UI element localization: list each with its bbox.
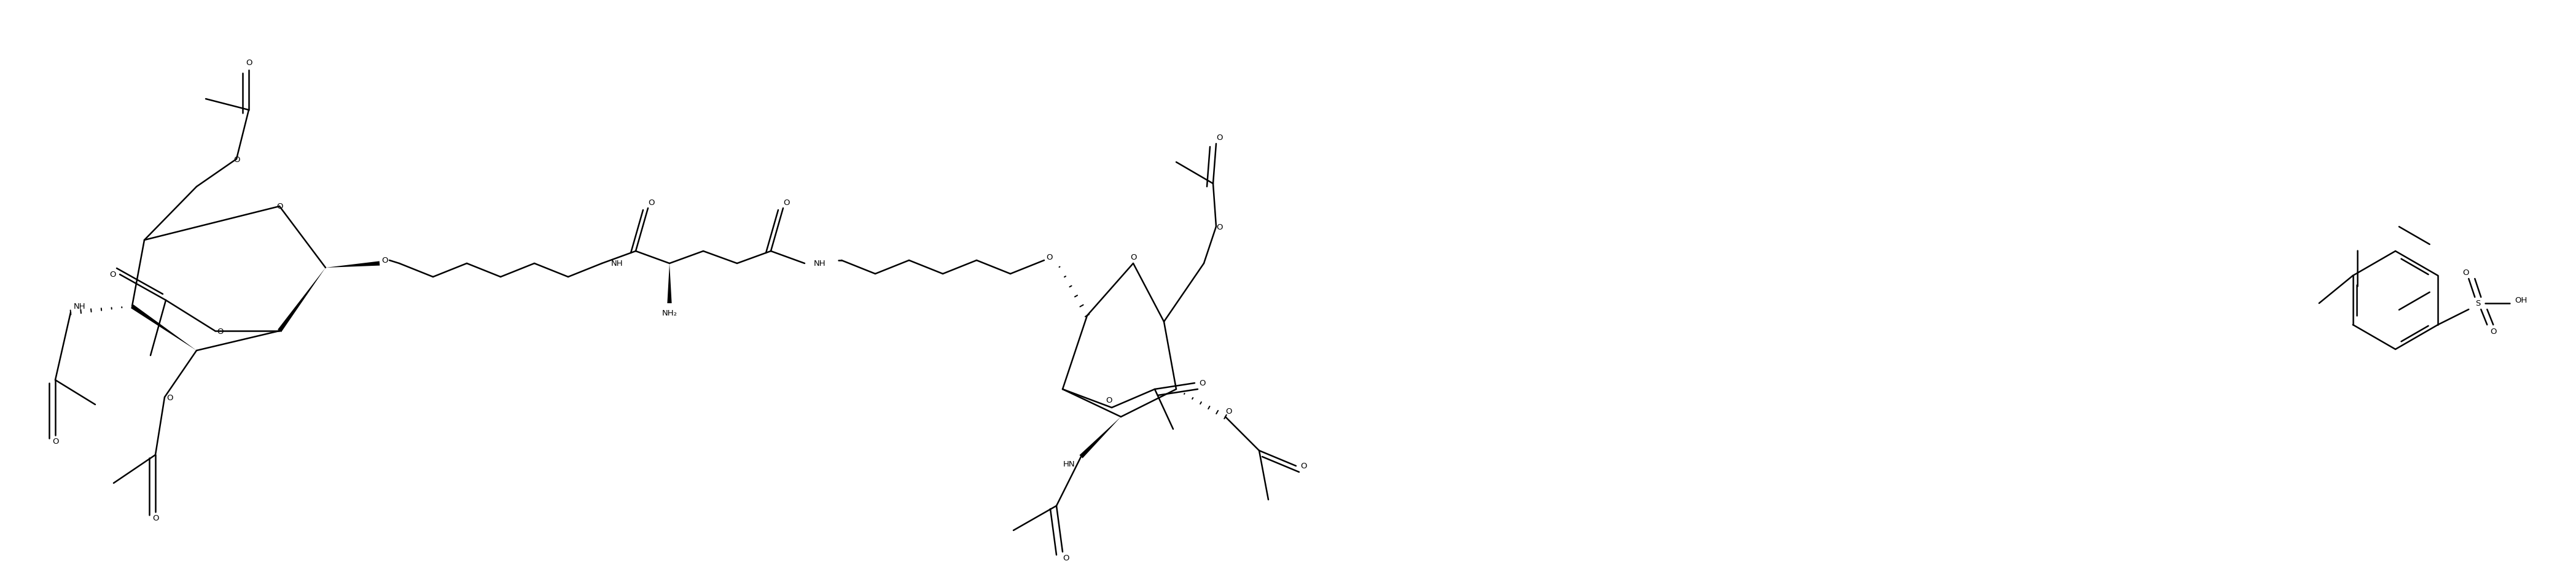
Text: O: O: [1061, 554, 1069, 562]
Text: O: O: [152, 514, 160, 522]
Polygon shape: [1079, 417, 1121, 459]
Text: O: O: [108, 271, 116, 279]
Text: O: O: [1226, 407, 1231, 415]
Text: O: O: [245, 59, 252, 67]
Text: NH₂: NH₂: [662, 309, 677, 317]
Text: NH: NH: [814, 259, 827, 267]
Text: O: O: [2491, 327, 2496, 335]
Text: O: O: [647, 199, 654, 207]
Text: S: S: [2476, 299, 2481, 307]
Text: HN: HN: [1064, 460, 1074, 468]
Text: O: O: [1216, 134, 1224, 142]
Text: O: O: [1105, 397, 1113, 405]
Text: O: O: [2463, 269, 2468, 277]
Text: O: O: [1046, 254, 1054, 262]
Polygon shape: [667, 263, 672, 303]
Text: OH: OH: [2514, 296, 2527, 304]
Polygon shape: [131, 305, 196, 351]
Polygon shape: [278, 268, 325, 332]
Text: O: O: [276, 203, 283, 211]
Text: O: O: [216, 327, 224, 335]
Text: O: O: [1301, 462, 1306, 470]
Polygon shape: [325, 261, 379, 268]
Text: O: O: [234, 155, 240, 163]
Text: O: O: [783, 199, 788, 207]
Text: O: O: [1131, 254, 1136, 262]
Text: O: O: [52, 438, 59, 446]
Text: O: O: [1198, 379, 1206, 387]
Text: O: O: [1216, 223, 1224, 231]
Text: NH: NH: [75, 303, 85, 311]
Text: O: O: [381, 257, 389, 265]
Text: NH: NH: [611, 259, 623, 267]
Text: O: O: [167, 393, 173, 401]
